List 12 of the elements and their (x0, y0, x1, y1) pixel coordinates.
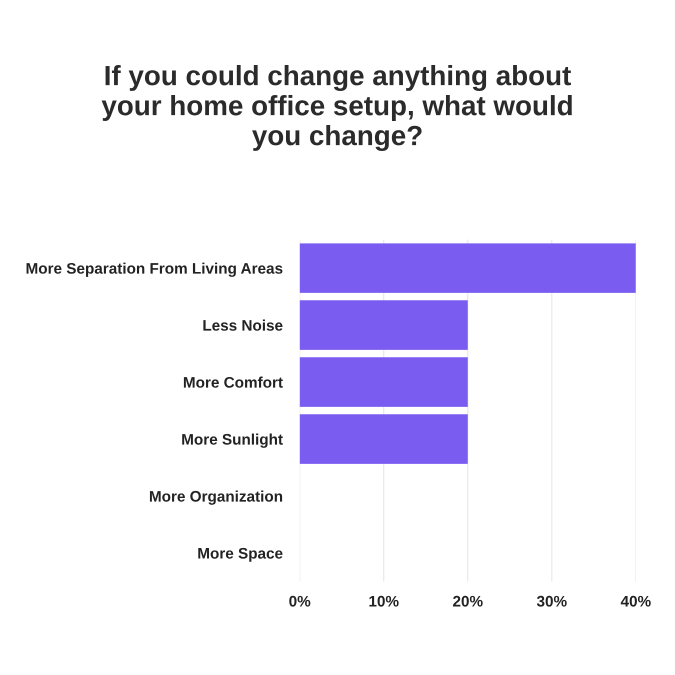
x-tick-label: 10% (369, 596, 399, 607)
y-tick-label: More Organization (150, 490, 282, 505)
x-tick-label: 20% (453, 596, 483, 607)
x-tick-label: 0% (289, 596, 310, 607)
chart-title: If you could change anything about your home office setup, what would you change? (102, 65, 572, 151)
x-tick-label: 30% (536, 596, 567, 607)
y-tick-label: Less Noise (203, 320, 283, 331)
y-tick-label: More Space (198, 548, 283, 562)
x-tick-label: 40% (620, 596, 651, 607)
y-tick-label: More Separation From Living Areas (26, 262, 282, 277)
y-tick-label: More Comfort (184, 376, 283, 388)
y-tick-label: More Sunlight (182, 434, 283, 448)
